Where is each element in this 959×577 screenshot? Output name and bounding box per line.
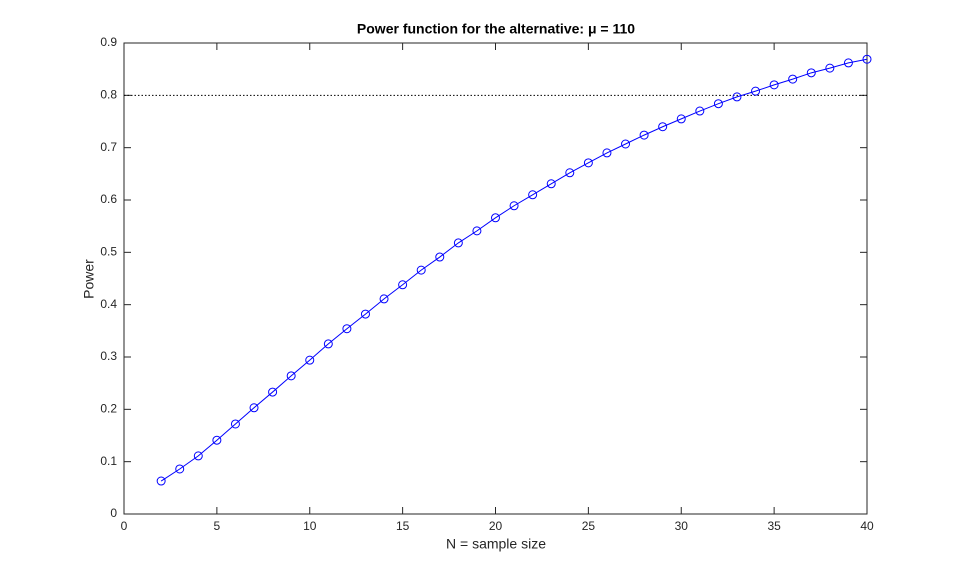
marker (379, 294, 389, 304)
y-tick-label: 0.5 (100, 245, 117, 259)
y-axis-label: Power (81, 259, 97, 299)
y-tick-label: 0.8 (100, 88, 117, 102)
x-tick-label: 5 (214, 519, 221, 533)
marker (249, 403, 259, 413)
marker (676, 114, 686, 124)
x-tick-label: 10 (303, 519, 317, 533)
marker (360, 309, 370, 319)
marker (156, 476, 166, 486)
marker (416, 265, 426, 275)
y-tick-label: 0 (110, 506, 117, 520)
marker (212, 435, 222, 445)
x-axis-label: N = sample size (446, 536, 546, 552)
x-tick-label: 15 (396, 519, 410, 533)
y-tick-label: 0.6 (100, 192, 117, 206)
marker (491, 213, 500, 223)
marker (732, 92, 742, 102)
y-tick-label: 0.9 (100, 35, 117, 49)
x-tick-label: 40 (860, 519, 874, 533)
y-tick-label: 0.4 (100, 297, 117, 311)
marker (323, 339, 333, 349)
marker (268, 387, 278, 397)
y-tick-label: 0.3 (100, 349, 117, 363)
marker (305, 355, 315, 365)
marker (472, 226, 482, 236)
marker (342, 324, 352, 334)
marker (193, 451, 203, 461)
y-tick-label: 0.7 (100, 140, 117, 154)
marker (862, 54, 872, 64)
marker (658, 122, 668, 132)
y-tick-label: 0.2 (100, 402, 117, 416)
x-tick-label: 30 (675, 519, 689, 533)
marker (546, 179, 556, 189)
x-tick-label: 25 (582, 519, 596, 533)
x-tick-label: 0 (121, 519, 128, 533)
marker (583, 158, 593, 168)
marker (843, 58, 853, 68)
series-line (160, 58, 868, 482)
marker (175, 464, 185, 474)
marker (453, 238, 463, 248)
marker (286, 371, 296, 381)
marker (602, 148, 612, 158)
marker (398, 280, 408, 290)
marker (528, 190, 538, 200)
marker (230, 419, 240, 429)
marker (806, 68, 816, 78)
marker (751, 86, 761, 96)
x-tick-label: 35 (767, 519, 781, 533)
marker (565, 168, 575, 178)
marker (825, 63, 835, 73)
marker (769, 80, 779, 90)
marker (639, 130, 649, 140)
marker (788, 74, 798, 84)
y-tick-label: 0.1 (100, 454, 117, 468)
marker (695, 106, 705, 116)
chart-title: Power function for the alternative: μ = … (357, 21, 635, 37)
x-tick-label: 20 (489, 519, 503, 533)
marker (509, 201, 519, 211)
marker (713, 99, 723, 109)
marker (621, 139, 631, 149)
marker (435, 252, 445, 262)
plot-box (123, 42, 868, 515)
